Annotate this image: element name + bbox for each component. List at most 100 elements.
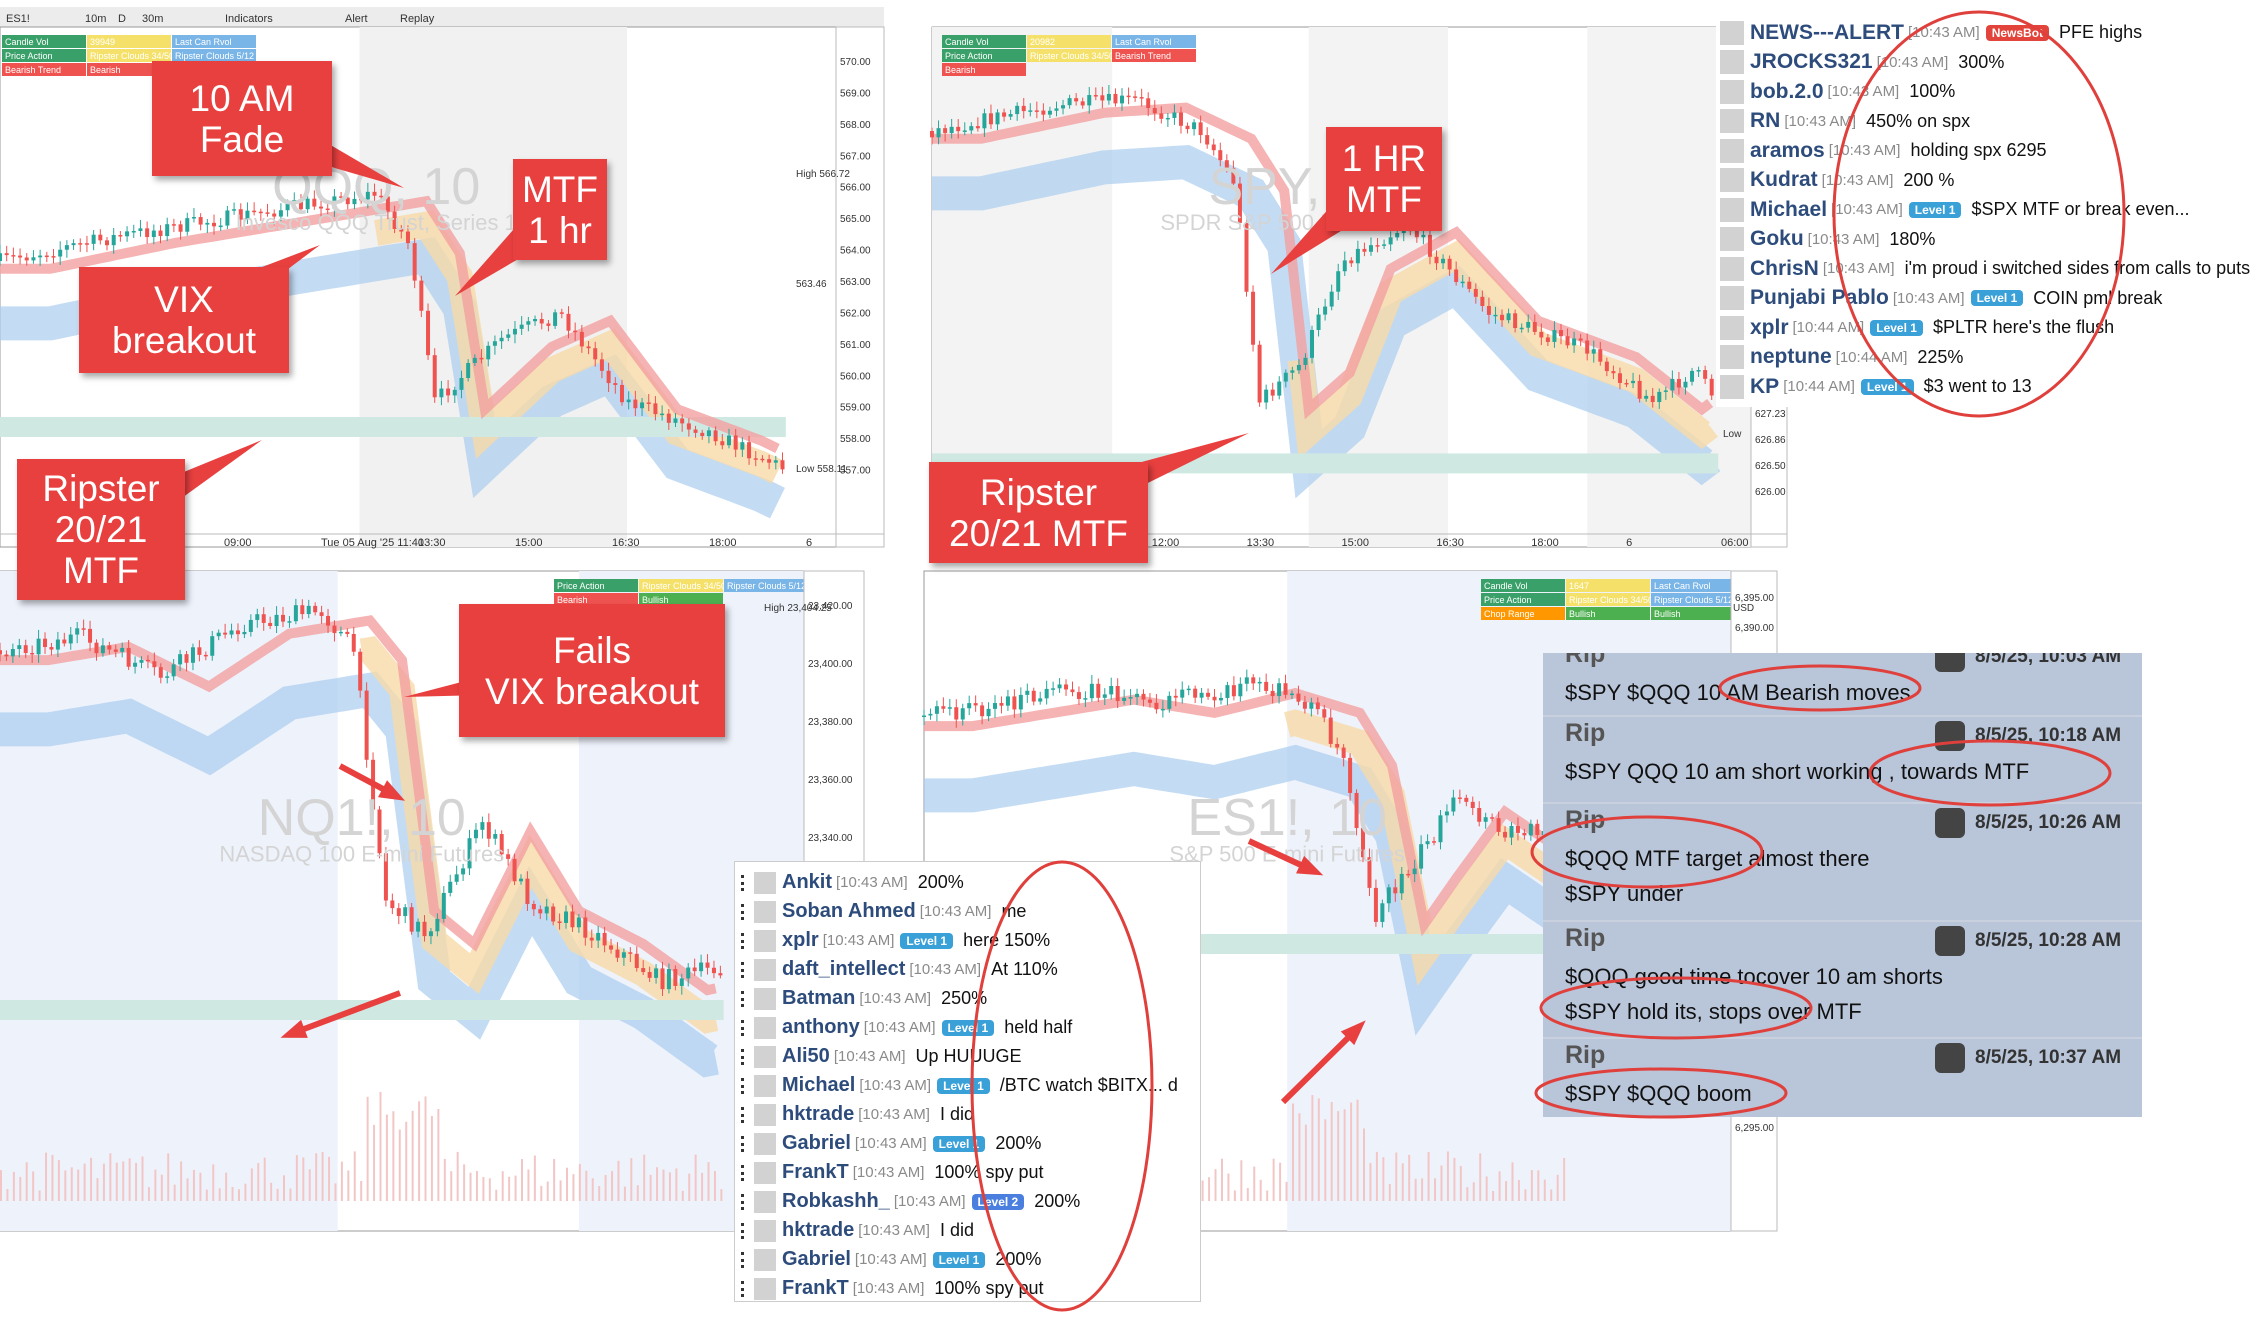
legend-text: Bearish xyxy=(557,595,588,605)
candle xyxy=(930,131,934,138)
candle xyxy=(332,196,337,209)
drag-handle xyxy=(741,1106,748,1123)
price-marker: 563.46 xyxy=(796,279,827,290)
candle xyxy=(372,191,377,196)
volume-bar xyxy=(0,1170,2,1201)
avatar xyxy=(754,871,776,894)
candle xyxy=(1322,709,1327,718)
candle xyxy=(518,878,523,882)
candle xyxy=(1146,98,1151,109)
chat-message: FrankT [10:43 AM] 100% spy put xyxy=(741,1274,1200,1301)
candle xyxy=(1323,306,1328,315)
candle xyxy=(706,430,711,437)
volume-bar xyxy=(347,1170,350,1201)
volume-bar xyxy=(1440,1165,1443,1201)
watermark-symbol: ES1!, 10 xyxy=(1187,789,1386,847)
candle xyxy=(125,231,130,237)
rip-message: Rip 8/5/25, 10:03 AM $SPY $QQQ 10 AM Beari… xyxy=(1543,653,2142,717)
candle xyxy=(446,388,451,396)
chat-user: Punjabi Pablo xyxy=(1750,286,1889,309)
drag-handle xyxy=(741,932,748,949)
candle xyxy=(747,442,752,459)
volume-bar xyxy=(1317,1098,1320,1201)
avatar xyxy=(754,1161,776,1184)
candle xyxy=(486,345,491,360)
candle xyxy=(1631,380,1636,384)
candle xyxy=(1637,380,1642,399)
chat-badge: Level 1 xyxy=(932,1135,986,1152)
callout-line: Fade xyxy=(199,118,285,160)
price-label: 626.50 xyxy=(1755,461,1786,472)
candle xyxy=(17,645,22,650)
chat-user: Gabriel xyxy=(782,1132,851,1154)
candle xyxy=(23,645,28,653)
chat-user: Michael xyxy=(1750,197,1828,221)
candle xyxy=(1362,248,1367,252)
candle xyxy=(559,312,564,314)
chat-text: I did xyxy=(939,1220,974,1240)
volume-bar xyxy=(6,1189,9,1201)
candle xyxy=(345,197,350,205)
chat-time: [10:43 AM] xyxy=(852,1164,925,1181)
callout: 1 HR MTF xyxy=(1326,127,1442,231)
chat-badge: Level 1 xyxy=(937,1077,990,1094)
volume-bar xyxy=(379,1091,382,1201)
toolbar-item: Indicators xyxy=(225,13,273,25)
candle xyxy=(1477,807,1482,822)
candle xyxy=(43,638,48,648)
help-icon xyxy=(1935,808,1965,838)
volume-bar xyxy=(559,1180,562,1201)
candle xyxy=(133,662,138,667)
volume-bar xyxy=(1330,1101,1333,1201)
candle xyxy=(1480,296,1485,306)
volume-bar xyxy=(424,1096,427,1201)
candle xyxy=(960,708,965,720)
volume-bar xyxy=(199,1172,202,1201)
volume-bar xyxy=(38,1190,41,1201)
drag-handle xyxy=(741,990,748,1007)
candle xyxy=(1513,313,1518,329)
volume-bar xyxy=(1511,1162,1514,1201)
drag-handle xyxy=(741,1135,748,1152)
price-label: 626.00 xyxy=(1755,487,1786,498)
volume-bar xyxy=(173,1184,176,1201)
candle xyxy=(105,240,110,246)
price-label: 569.00 xyxy=(840,88,871,99)
candle xyxy=(995,112,1000,125)
price-label: 562.00 xyxy=(840,308,871,319)
volume-bar xyxy=(1434,1178,1437,1201)
volume-bar xyxy=(681,1190,684,1201)
candle xyxy=(1329,291,1334,307)
candle xyxy=(1496,818,1501,832)
candle xyxy=(733,435,738,450)
volume-bar xyxy=(1530,1170,1533,1201)
callout-line: 20/21 MTF xyxy=(949,512,1128,554)
volume-bar xyxy=(1375,1151,1378,1201)
candle xyxy=(606,370,611,384)
volume-bar xyxy=(353,1151,356,1201)
chat-text: 225% xyxy=(1917,346,1964,367)
candle xyxy=(184,654,189,663)
volume-bar xyxy=(1208,1177,1211,1201)
avatar xyxy=(754,1016,776,1039)
candle xyxy=(1283,683,1288,695)
candle xyxy=(1335,743,1340,748)
candle xyxy=(1539,331,1544,338)
candle xyxy=(107,645,112,650)
candle xyxy=(1172,112,1177,118)
chat-text: 100% spy put xyxy=(934,1162,1044,1182)
chat-time: [10:43 AM] xyxy=(854,1251,927,1268)
candle xyxy=(338,631,343,634)
volume-bar xyxy=(1427,1152,1430,1201)
candle xyxy=(428,931,433,937)
candle xyxy=(171,664,176,677)
candle xyxy=(292,200,297,204)
chat-message: Ankit [10:43 AM] 200% xyxy=(741,868,1200,897)
volume-bar xyxy=(302,1157,305,1201)
candle xyxy=(1373,887,1378,922)
candle xyxy=(1018,694,1023,710)
time-label: 16:30 xyxy=(612,537,640,549)
price-label: 6,395.00 xyxy=(1735,593,1774,604)
candle xyxy=(1160,708,1165,711)
volume-bar xyxy=(96,1178,99,1201)
